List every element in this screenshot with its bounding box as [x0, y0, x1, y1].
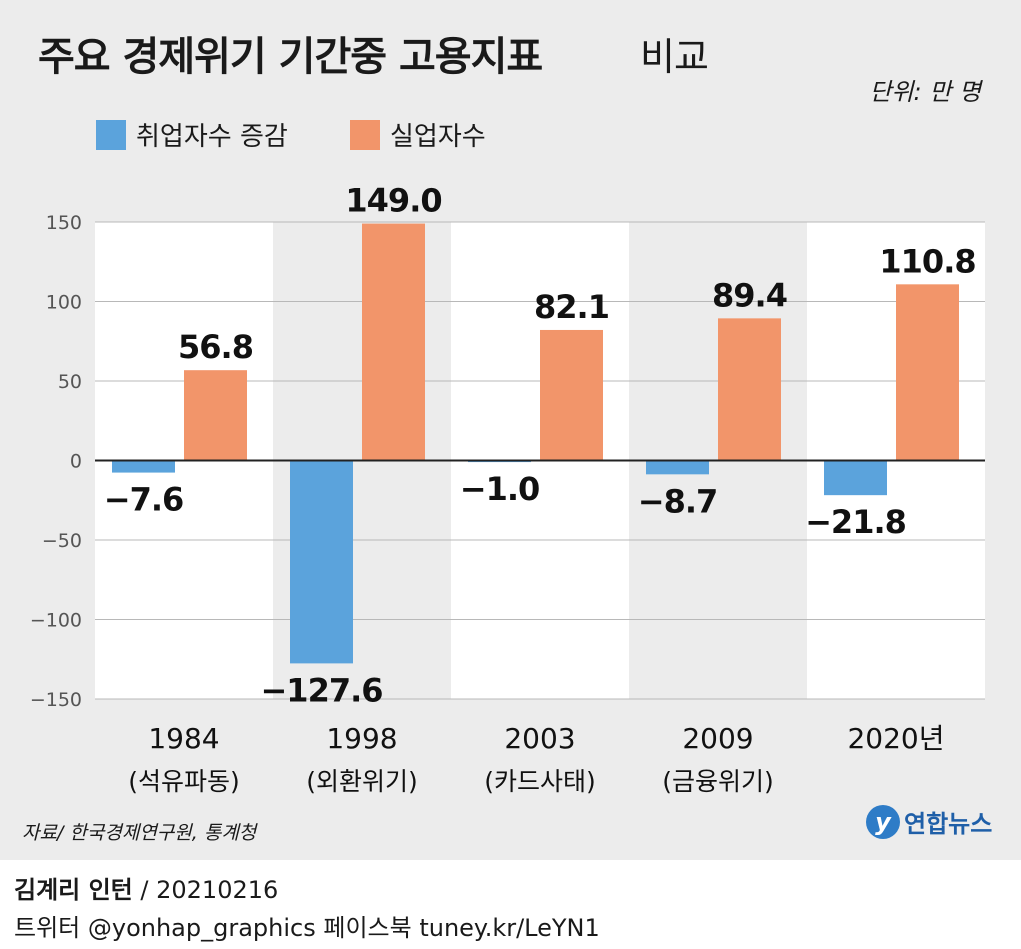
bar-unemployed	[540, 329, 603, 461]
legend-item-unemployment: 실업자수	[350, 116, 486, 153]
data-label: 82.1	[534, 288, 609, 326]
chart-title-sub: 비교	[640, 35, 709, 79]
y-tick-label: −50	[42, 530, 82, 552]
legend-item-employment: 취업자수 증감	[96, 116, 288, 153]
bar-unemployed	[718, 318, 781, 461]
credit-line: 김계리 인턴 / 20210216	[14, 870, 278, 905]
bar-employment-change	[112, 460, 175, 473]
y-tick-label: 150	[46, 212, 82, 234]
y-tick-label: −150	[30, 689, 82, 711]
x-category-label: 2009	[682, 722, 753, 755]
logo-icon: y	[866, 804, 900, 839]
data-label: −21.8	[805, 503, 906, 541]
y-tick-label: 0	[70, 451, 82, 473]
legend-label-employment: 취업자수 증감	[136, 122, 288, 152]
yonhap-logo: y 연합뉴스	[866, 804, 992, 839]
data-label: 149.0	[345, 182, 441, 220]
legend-label-unemployment: 실업자수	[390, 122, 486, 152]
x-category-label: 2020년	[847, 722, 944, 755]
x-category-label: 1998	[326, 722, 397, 755]
bar-employment-change	[290, 460, 353, 664]
x-category-label: 1984	[148, 722, 219, 755]
logo-text: 연합뉴스	[904, 810, 993, 838]
data-label: −8.7	[638, 482, 718, 520]
x-category-sublabel: (금융위기)	[662, 767, 774, 796]
bar-unemployed	[896, 284, 959, 461]
bar-employment-change	[646, 460, 709, 475]
data-label: −1.0	[460, 470, 540, 508]
author-name: 김계리 인턴	[14, 876, 133, 904]
y-tick-label: −100	[30, 610, 82, 632]
data-label: −7.6	[104, 481, 184, 519]
chart-title: 주요 경제위기 기간중 고용지표	[38, 34, 543, 80]
x-category-sublabel: (카드사태)	[484, 767, 596, 796]
data-label: 89.4	[712, 276, 787, 314]
y-tick-label: 50	[58, 371, 82, 393]
legend-swatch-employment	[96, 119, 126, 150]
y-tick-label: 100	[46, 292, 82, 314]
source-note: 자료/ 한국경제연구원, 통계청	[22, 822, 257, 844]
x-category-label: 2003	[504, 722, 575, 755]
legend-swatch-unemployment	[350, 119, 380, 150]
data-label: −127.6	[260, 671, 382, 709]
data-label: 110.8	[879, 242, 975, 280]
unit-label: 단위: 만 명	[869, 78, 981, 106]
data-label: 56.8	[178, 328, 253, 366]
bar-employment-change	[824, 460, 887, 496]
x-category-sublabel: (석유파동)	[128, 767, 240, 796]
x-category-sublabel: (외환위기)	[306, 767, 418, 796]
bar-unemployed	[184, 370, 247, 461]
social-line: 트위터 @yonhap_graphics 페이스북 tuney.kr/LeYN1	[14, 914, 600, 942]
bar-unemployed	[362, 223, 425, 461]
bar-chart: 150 100 50 0 −50 −100 −150 −7.6 −127.6 −1.0 −8.7 −2…	[30, 182, 985, 796]
publish-date: / 20210216	[132, 876, 279, 904]
